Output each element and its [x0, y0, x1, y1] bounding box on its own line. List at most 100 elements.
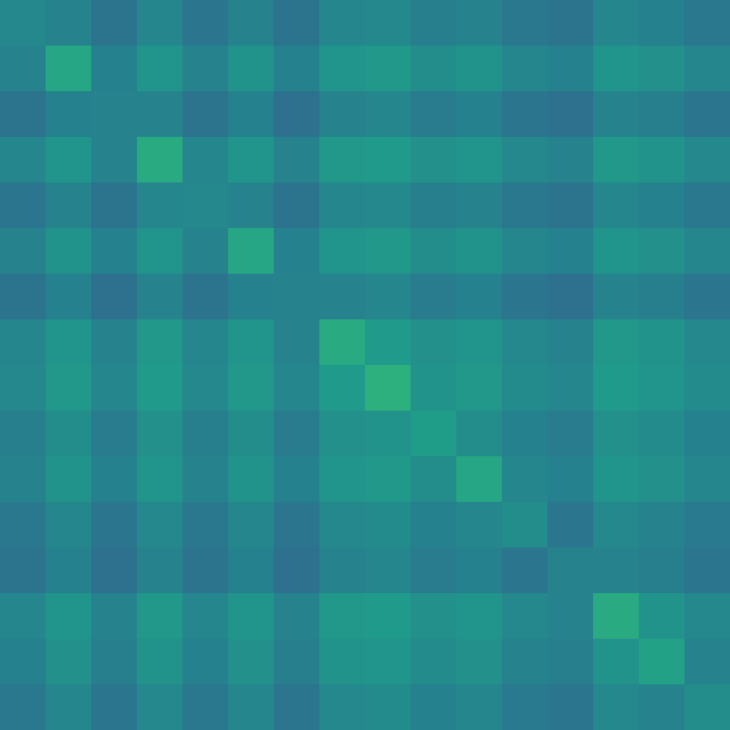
- heatmap-cell: [182, 547, 229, 594]
- heatmap-cell: [45, 593, 92, 640]
- heatmap-cell: [136, 0, 183, 47]
- heatmap-cell: [45, 228, 92, 275]
- heatmap-cell: [0, 228, 47, 275]
- heatmap-cell: [638, 456, 685, 503]
- heatmap-cell: [593, 638, 640, 685]
- heatmap-cell: [456, 182, 503, 229]
- heatmap-cell: [593, 136, 640, 183]
- heatmap-cell: [547, 273, 594, 320]
- heatmap-cell: [0, 456, 47, 503]
- heatmap-cell: [638, 638, 685, 685]
- heatmap-cell: [228, 593, 275, 640]
- heatmap-cell: [228, 182, 275, 229]
- heatmap-cell: [684, 456, 730, 503]
- heatmap-cell: [501, 456, 548, 503]
- heatmap-cell: [0, 0, 47, 47]
- heatmap-cell: [319, 593, 366, 640]
- heatmap-cell: [319, 91, 366, 138]
- heatmap-cell: [456, 410, 503, 457]
- heatmap-cell: [410, 410, 457, 457]
- heatmap-cell: [0, 410, 47, 457]
- heatmap-cell: [136, 273, 183, 320]
- heatmap-cell: [45, 638, 92, 685]
- heatmap-cell: [456, 0, 503, 47]
- heatmap-cell: [91, 45, 138, 92]
- heatmap-cell: [91, 547, 138, 594]
- heatmap-cell: [501, 182, 548, 229]
- heatmap-cell: [0, 593, 47, 640]
- heatmap-cell: [273, 45, 320, 92]
- heatmap-cell: [410, 228, 457, 275]
- heatmap-cell: [638, 365, 685, 412]
- heatmap-cell: [45, 136, 92, 183]
- heatmap-cell: [0, 547, 47, 594]
- heatmap-cell: [0, 319, 47, 366]
- heatmap-cell: [45, 0, 92, 47]
- heatmap-cell: [501, 319, 548, 366]
- heatmap-cell: [501, 684, 548, 730]
- heatmap-cell: [91, 684, 138, 730]
- heatmap-cell: [593, 91, 640, 138]
- heatmap-cell: [456, 456, 503, 503]
- heatmap-cell: [456, 638, 503, 685]
- heatmap-cell: [136, 182, 183, 229]
- heatmap-cell: [273, 319, 320, 366]
- heatmap-cell: [45, 182, 92, 229]
- heatmap-cell: [273, 501, 320, 548]
- heatmap-cell: [638, 593, 685, 640]
- heatmap-cell: [501, 91, 548, 138]
- heatmap-cell: [410, 273, 457, 320]
- heatmap-cell: [273, 593, 320, 640]
- heatmap-cell: [593, 319, 640, 366]
- heatmap-cell: [365, 319, 412, 366]
- heatmap-cell: [228, 501, 275, 548]
- heatmap-cell: [136, 365, 183, 412]
- heatmap-cell: [182, 365, 229, 412]
- heatmap-cell: [136, 501, 183, 548]
- heatmap-cell: [593, 456, 640, 503]
- heatmap-cell: [638, 136, 685, 183]
- heatmap-cell: [319, 501, 366, 548]
- heatmap-cell: [365, 365, 412, 412]
- heatmap-cell: [365, 593, 412, 640]
- heatmap-cell: [91, 410, 138, 457]
- heatmap-cell: [547, 136, 594, 183]
- heatmap-cell: [501, 228, 548, 275]
- heatmap-cell: [638, 182, 685, 229]
- heatmap-cell: [547, 91, 594, 138]
- heatmap-cell: [501, 273, 548, 320]
- heatmap-cell: [273, 228, 320, 275]
- heatmap-cell: [45, 319, 92, 366]
- heatmap-cell: [319, 182, 366, 229]
- heatmap-cell: [547, 365, 594, 412]
- heatmap-cell: [273, 684, 320, 730]
- heatmap-cell: [501, 0, 548, 47]
- heatmap-cell: [501, 45, 548, 92]
- heatmap-cell: [501, 136, 548, 183]
- heatmap-cell: [45, 684, 92, 730]
- heatmap-cell: [365, 0, 412, 47]
- heatmap-cell: [182, 684, 229, 730]
- heatmap-cell: [228, 684, 275, 730]
- heatmap-cell: [136, 91, 183, 138]
- heatmap-cell: [319, 365, 366, 412]
- heatmap-cell: [684, 182, 730, 229]
- heatmap-cell: [684, 91, 730, 138]
- heatmap-cell: [456, 228, 503, 275]
- heatmap-cell: [456, 273, 503, 320]
- heatmap-cell: [593, 684, 640, 730]
- heatmap-cell: [273, 0, 320, 47]
- heatmap-cell: [501, 410, 548, 457]
- heatmap-cell: [365, 410, 412, 457]
- heatmap-cell: [501, 593, 548, 640]
- heatmap-cell: [547, 593, 594, 640]
- heatmap-cell: [0, 365, 47, 412]
- heatmap-cell: [319, 0, 366, 47]
- heatmap-cell: [684, 365, 730, 412]
- heatmap-cell: [638, 228, 685, 275]
- heatmap-cell: [273, 365, 320, 412]
- heatmap-cell: [136, 593, 183, 640]
- heatmap-cell: [593, 501, 640, 548]
- heatmap-cell: [410, 365, 457, 412]
- heatmap-cell: [638, 273, 685, 320]
